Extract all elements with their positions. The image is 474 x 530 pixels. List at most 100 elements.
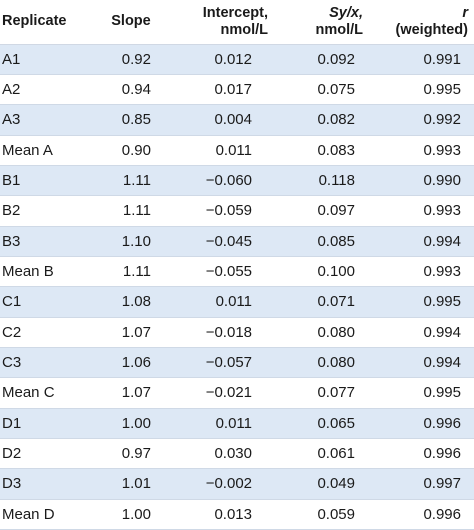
cell-replicate: C3 [0, 347, 100, 379]
cell-intercept: −0.055 [162, 256, 272, 288]
cell-r: 0.996 [375, 499, 474, 530]
cell-r: 0.996 [375, 408, 474, 439]
cell-replicate: C2 [0, 317, 100, 348]
cell-intercept: 0.011 [162, 408, 272, 439]
table-row: Mean B 1.11 −0.055 0.100 0.993 [0, 256, 474, 288]
cell-intercept: 0.012 [162, 44, 272, 75]
cell-intercept: 0.017 [162, 74, 272, 106]
cell-r: 0.993 [375, 195, 474, 227]
cell-replicate: A3 [0, 104, 100, 136]
cell-intercept: 0.030 [162, 438, 272, 470]
cell-intercept: 0.013 [162, 499, 272, 530]
cell-r: 0.994 [375, 226, 474, 257]
cell-syx: 0.097 [272, 195, 375, 227]
header-intercept-line2: nmol/L [220, 21, 268, 38]
cell-intercept: −0.059 [162, 195, 272, 227]
cell-syx: 0.085 [272, 226, 375, 257]
cell-intercept: 0.004 [162, 104, 272, 136]
cell-slope: 1.11 [100, 195, 162, 227]
cell-syx: 0.092 [272, 44, 375, 75]
table-header: Replicate Slope Intercept, nmol/L Sy/x, … [0, 0, 474, 45]
header-replicate: Replicate [0, 0, 100, 45]
header-r: r (weighted) [375, 0, 474, 45]
cell-intercept: 0.011 [162, 135, 272, 166]
cell-slope: 1.08 [100, 286, 162, 318]
cell-syx: 0.059 [272, 499, 375, 530]
cell-slope: 1.11 [100, 256, 162, 288]
header-intercept: Intercept, nmol/L [162, 0, 272, 45]
cell-r: 0.993 [375, 256, 474, 288]
cell-slope: 1.10 [100, 226, 162, 257]
cell-slope: 1.07 [100, 377, 162, 409]
table-body: A1 0.92 0.012 0.092 0.991 A2 0.94 0.017 0.075 0.9… [0, 44, 474, 530]
table-row: Mean A 0.90 0.011 0.083 0.993 [0, 135, 474, 166]
cell-replicate: D3 [0, 468, 100, 500]
cell-r: 0.990 [375, 165, 474, 197]
cell-syx: 0.118 [272, 165, 375, 197]
table-row: Mean D 1.00 0.013 0.059 0.996 [0, 499, 474, 530]
table-row: B1 1.11 −0.060 0.118 0.990 [0, 165, 474, 197]
cell-r: 0.995 [375, 74, 474, 106]
cell-r: 0.993 [375, 135, 474, 166]
cell-syx: 0.082 [272, 104, 375, 136]
cell-replicate: B1 [0, 165, 100, 197]
table-row: C1 1.08 0.011 0.071 0.995 [0, 286, 474, 318]
cell-replicate: D1 [0, 408, 100, 439]
cell-replicate: A1 [0, 44, 100, 75]
table-row: D3 1.01 −0.002 0.049 0.997 [0, 468, 474, 500]
table-row: D1 1.00 0.011 0.065 0.996 [0, 408, 474, 439]
cell-syx: 0.080 [272, 347, 375, 379]
cell-intercept: −0.018 [162, 317, 272, 348]
cell-slope: 0.97 [100, 438, 162, 470]
cell-r: 0.996 [375, 438, 474, 470]
cell-slope: 1.11 [100, 165, 162, 197]
cell-intercept: −0.060 [162, 165, 272, 197]
cell-syx: 0.075 [272, 74, 375, 106]
cell-replicate: Mean B [0, 256, 100, 288]
cell-r: 0.995 [375, 377, 474, 409]
cell-syx: 0.077 [272, 377, 375, 409]
cell-replicate: A2 [0, 74, 100, 106]
table-row: B2 1.11 −0.059 0.097 0.993 [0, 195, 474, 227]
cell-r: 0.994 [375, 317, 474, 348]
header-syx-line2: nmol/L [315, 21, 363, 38]
header-r-line1: r [462, 4, 468, 21]
cell-syx: 0.080 [272, 317, 375, 348]
table-row: D2 0.97 0.030 0.061 0.996 [0, 438, 474, 470]
cell-intercept: −0.021 [162, 377, 272, 409]
cell-replicate: B2 [0, 195, 100, 227]
cell-replicate: Mean A [0, 135, 100, 166]
cell-r: 0.992 [375, 104, 474, 136]
cell-intercept: 0.011 [162, 286, 272, 318]
header-slope: Slope [100, 0, 162, 45]
cell-syx: 0.071 [272, 286, 375, 318]
table-row: A2 0.94 0.017 0.075 0.995 [0, 74, 474, 106]
cell-slope: 1.00 [100, 499, 162, 530]
table-row: C2 1.07 −0.018 0.080 0.994 [0, 317, 474, 348]
header-r-line2: (weighted) [395, 21, 469, 38]
table-row: Mean C 1.07 −0.021 0.077 0.995 [0, 377, 474, 409]
cell-r: 0.994 [375, 347, 474, 379]
cell-syx: 0.061 [272, 438, 375, 470]
cell-syx: 0.049 [272, 468, 375, 500]
cell-replicate: C1 [0, 286, 100, 318]
cell-intercept: −0.002 [162, 468, 272, 500]
cell-r: 0.991 [375, 44, 474, 75]
cell-slope: 0.92 [100, 44, 162, 75]
table-row: A1 0.92 0.012 0.092 0.991 [0, 44, 474, 75]
cell-slope: 0.90 [100, 135, 162, 166]
cell-replicate: B3 [0, 226, 100, 257]
cell-replicate: D2 [0, 438, 100, 470]
cell-intercept: −0.057 [162, 347, 272, 379]
cell-syx: 0.065 [272, 408, 375, 439]
table-row: C3 1.06 −0.057 0.080 0.994 [0, 347, 474, 379]
cell-r: 0.997 [375, 468, 474, 500]
header-slope-label: Slope [111, 13, 151, 30]
table-row: B3 1.10 −0.045 0.085 0.994 [0, 226, 474, 257]
cell-slope: 1.07 [100, 317, 162, 348]
header-intercept-line1: Intercept, [202, 4, 268, 21]
cell-slope: 0.94 [100, 74, 162, 106]
cell-replicate: Mean C [0, 377, 100, 409]
cell-r: 0.995 [375, 286, 474, 318]
